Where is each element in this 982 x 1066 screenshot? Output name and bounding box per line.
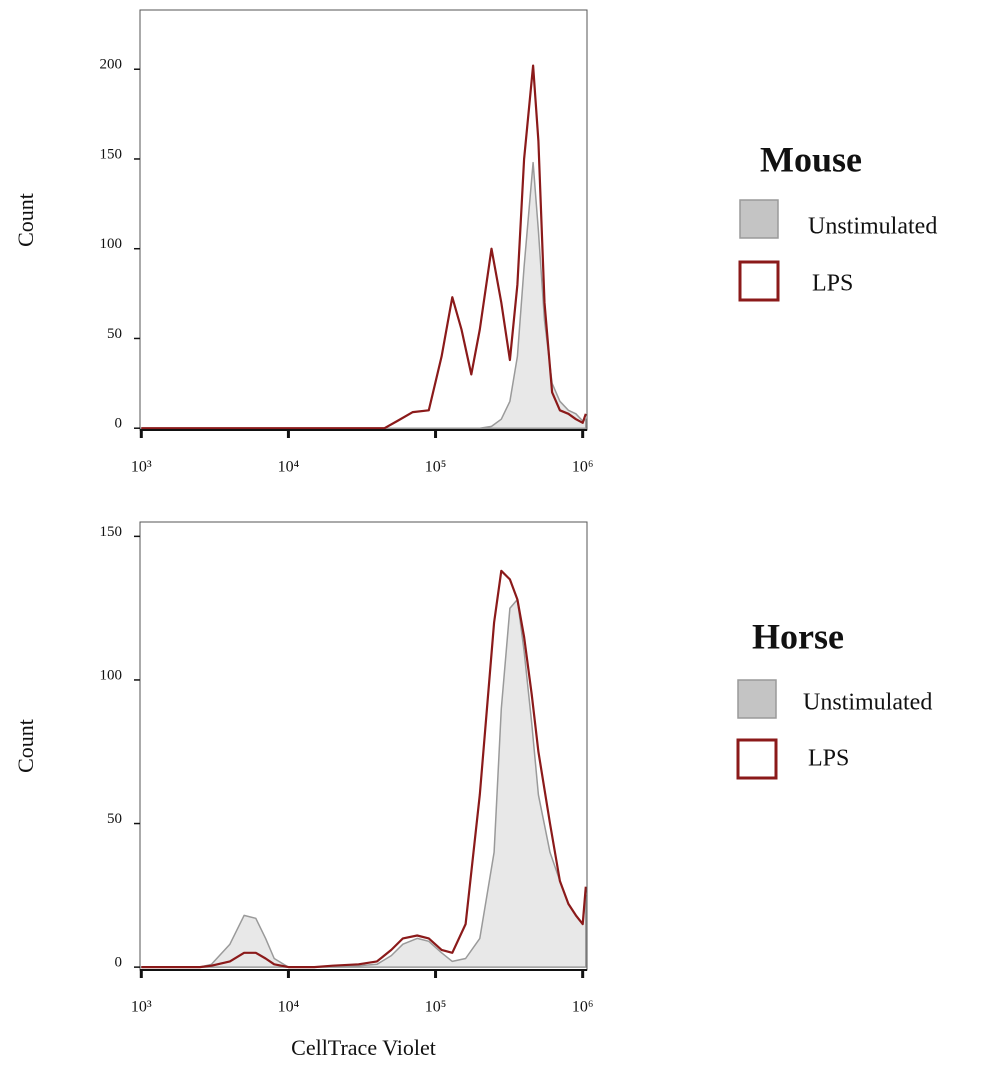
legend-swatch	[737, 679, 777, 719]
x-tick-label: 10³	[131, 999, 152, 1016]
x-tick-label: 10⁶	[572, 459, 594, 476]
legend-label: LPS	[812, 271, 853, 297]
y-axis-label: Count	[13, 193, 38, 247]
line	[141, 569, 587, 969]
y-tick-label: 50	[107, 326, 122, 342]
legend-title: Horse	[752, 616, 844, 656]
x-tick-label: 10⁶	[572, 999, 594, 1016]
y-tick-label: 150	[100, 146, 123, 162]
x-tick-label: 10⁵	[425, 999, 447, 1016]
y-tick-label: 0	[115, 416, 123, 432]
legend-label: LPS	[808, 746, 849, 772]
x-tick-label: 10⁵	[425, 459, 447, 476]
legend-label: Unstimulated	[803, 690, 932, 716]
y-axis-label: Count	[13, 719, 38, 773]
x-axis-label: CellTrace Violet	[291, 1035, 436, 1060]
y-tick-label: 200	[100, 57, 123, 73]
y-tick-label: 100	[100, 236, 123, 252]
legend-swatch	[739, 199, 779, 239]
area	[140, 598, 587, 968]
y-tick-label: 0	[115, 955, 123, 971]
area	[140, 161, 587, 429]
legend-title: Mouse	[760, 139, 862, 179]
legend-label: Unstimulated	[808, 214, 937, 240]
legend-swatch	[736, 738, 778, 780]
y-tick-label: 100	[100, 667, 123, 683]
y-tick-label: 150	[100, 524, 123, 540]
x-tick-label: 10³	[131, 459, 152, 476]
line	[141, 64, 587, 430]
legend-swatch	[738, 260, 780, 302]
x-tick-label: 10⁴	[278, 459, 300, 476]
x-tick-label: 10⁴	[278, 999, 300, 1016]
y-tick-label: 50	[107, 811, 122, 827]
